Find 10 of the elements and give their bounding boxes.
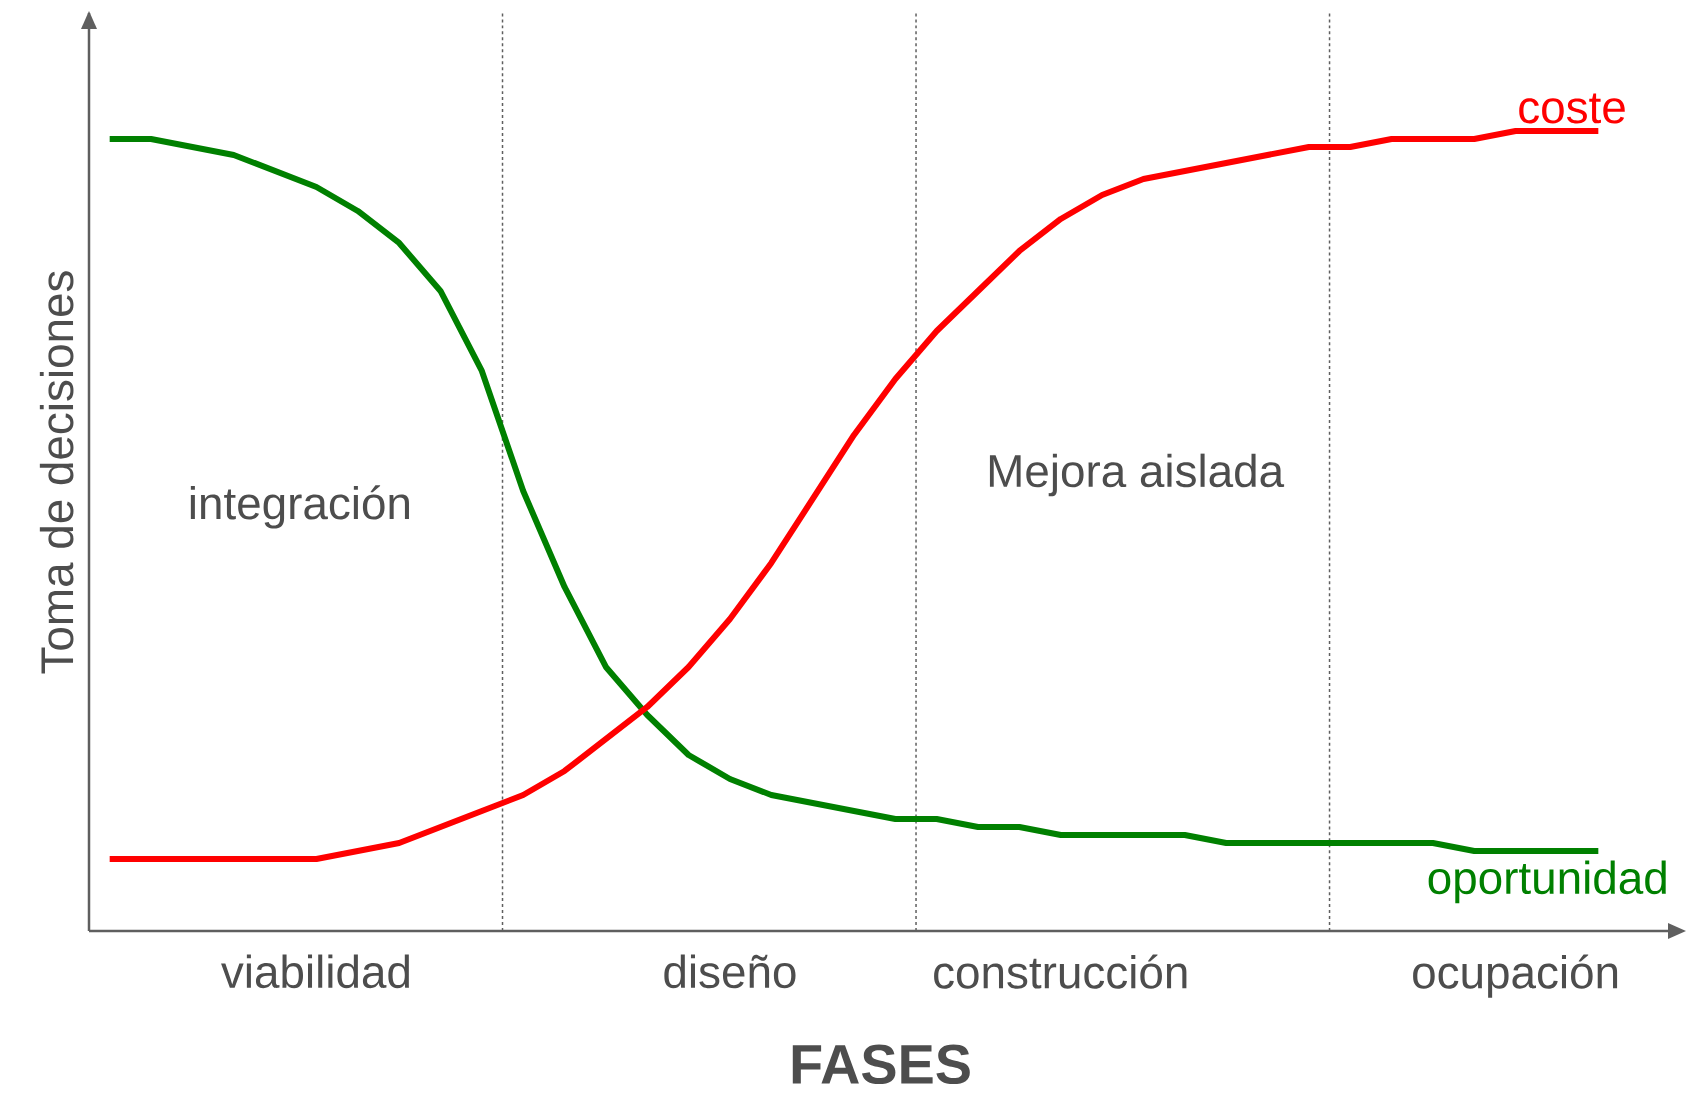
x-axis-title: FASES xyxy=(792,1044,970,1085)
y-axis-title: Toma de decisiones xyxy=(39,271,74,674)
x-tick-label: ocupación xyxy=(1413,954,1618,998)
x-tick-label: viabilidad xyxy=(221,954,409,989)
annotation: Mejora aislada xyxy=(989,453,1285,497)
series-label: oportunidad xyxy=(1428,860,1666,904)
x-tick-label: construcción xyxy=(934,954,1187,989)
annotation: integración xyxy=(190,485,409,529)
series-label: coste xyxy=(1519,93,1625,124)
x-tick-label: diseño xyxy=(664,954,796,989)
